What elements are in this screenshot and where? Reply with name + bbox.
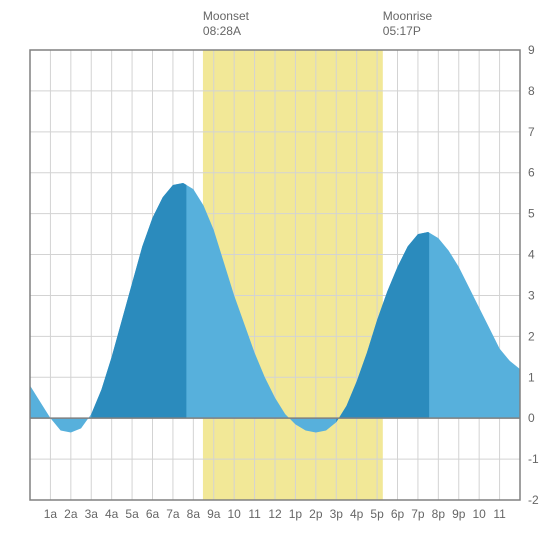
x-tick-label: 2p (309, 507, 323, 521)
tide-chart: -2-101234567891a2a3a4a5a6a7a8a9a1011121p… (0, 0, 550, 550)
y-tick-label: -2 (528, 493, 539, 507)
x-tick-label: 3p (330, 507, 344, 521)
x-tick-label: 1p (289, 507, 303, 521)
x-tick-label: 9p (452, 507, 466, 521)
x-tick-label: 10 (227, 507, 241, 521)
x-tick-label: 5a (125, 507, 139, 521)
y-tick-label: 5 (528, 207, 535, 221)
y-tick-label: 8 (528, 84, 535, 98)
moonrise-time: 05:17P (383, 24, 421, 38)
chart-svg: -2-101234567891a2a3a4a5a6a7a8a9a1011121p… (0, 0, 550, 550)
moonset-label: Moonset (203, 9, 250, 23)
y-tick-label: 3 (528, 288, 535, 302)
x-tick-label: 1a (44, 507, 58, 521)
moonrise-label: Moonrise (383, 9, 433, 23)
y-tick-label: 1 (528, 370, 535, 384)
y-tick-label: 4 (528, 248, 535, 262)
y-tick-label: 7 (528, 125, 535, 139)
x-tick-label: 8p (432, 507, 446, 521)
x-tick-label: 4a (105, 507, 119, 521)
x-tick-label: 6a (146, 507, 160, 521)
y-tick-label: 9 (528, 43, 535, 57)
x-tick-label: 2a (64, 507, 78, 521)
moon-band (203, 50, 383, 500)
y-tick-label: 6 (528, 166, 535, 180)
x-tick-label: 7a (166, 507, 180, 521)
x-tick-label: 6p (391, 507, 405, 521)
x-tick-label: 7p (411, 507, 425, 521)
y-tick-label: 2 (528, 329, 535, 343)
x-tick-label: 8a (187, 507, 201, 521)
y-tick-label: 0 (528, 411, 535, 425)
x-tick-label: 9a (207, 507, 221, 521)
x-tick-label: 11 (493, 507, 506, 521)
x-tick-label: 12 (268, 507, 282, 521)
x-tick-label: 10 (472, 507, 486, 521)
x-tick-label: 11 (248, 507, 261, 521)
x-tick-label: 5p (370, 507, 384, 521)
y-tick-label: -1 (528, 452, 539, 466)
x-tick-label: 3a (85, 507, 99, 521)
x-tick-label: 4p (350, 507, 364, 521)
moonset-time: 08:28A (203, 24, 241, 38)
